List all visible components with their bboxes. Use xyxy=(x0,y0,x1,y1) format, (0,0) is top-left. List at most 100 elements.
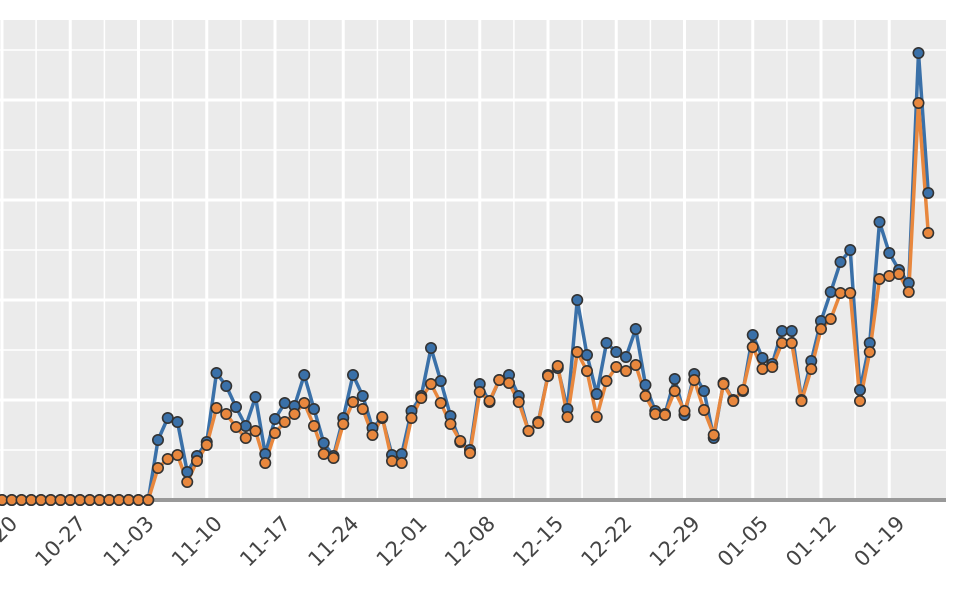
series-2-point xyxy=(834,286,847,299)
series-1-point xyxy=(230,400,243,413)
series-1-point xyxy=(278,396,291,409)
series-2-point xyxy=(25,493,38,506)
series-2-point xyxy=(883,269,896,282)
series-2-point xyxy=(259,456,272,469)
series-2-point xyxy=(15,493,28,506)
series-2-point xyxy=(395,456,408,469)
series-2-point xyxy=(230,420,243,433)
series-2-point xyxy=(775,336,788,349)
series-2-point xyxy=(805,362,818,375)
series-2-point xyxy=(863,345,876,358)
series-2-point xyxy=(171,448,184,461)
series-2-point xyxy=(385,454,398,467)
series-2-point xyxy=(161,452,174,465)
series-2-point xyxy=(191,454,204,467)
series-2-point xyxy=(922,227,935,240)
series-1-point xyxy=(922,187,935,200)
series-2-point xyxy=(619,364,632,377)
series-2-point xyxy=(200,438,213,451)
series-2-point xyxy=(688,373,701,386)
series-2-point xyxy=(512,395,525,408)
series-2-point xyxy=(424,377,437,390)
series-1-point xyxy=(873,216,886,229)
series-2-point xyxy=(415,391,428,404)
series-2-point xyxy=(44,493,57,506)
series-1-point xyxy=(239,419,252,432)
series-2-point xyxy=(912,97,925,110)
series-1-point xyxy=(775,324,788,337)
series-2-point xyxy=(307,419,320,432)
series-2-point xyxy=(483,394,496,407)
series-2-point xyxy=(220,407,233,420)
series-1-point xyxy=(697,384,710,397)
series-2-point xyxy=(853,394,866,407)
series-2-point xyxy=(298,396,311,409)
series-2-point xyxy=(5,493,18,506)
grid-major xyxy=(0,20,946,502)
series-2-point xyxy=(454,434,467,447)
series-2-point xyxy=(590,410,603,423)
series-1-point xyxy=(220,379,233,392)
series-2-point xyxy=(717,377,730,390)
series-2-point xyxy=(327,451,340,464)
series-1-point xyxy=(600,336,613,349)
x-tick-label: 12-22 xyxy=(576,511,636,571)
series-2-point xyxy=(83,493,96,506)
series-1-point xyxy=(756,351,769,364)
series-1-point xyxy=(317,436,330,449)
series-2-point xyxy=(249,424,262,437)
series-2-point xyxy=(405,411,418,424)
series-2-point xyxy=(824,312,837,325)
series-2-point xyxy=(473,385,486,398)
x-tick-label: 11-24 xyxy=(303,511,363,571)
series-1-point xyxy=(346,368,359,381)
series-2-point xyxy=(678,404,691,417)
series-2-point xyxy=(902,285,915,298)
series-2-point xyxy=(639,389,652,402)
series-2-point xyxy=(142,493,155,506)
series-2-point xyxy=(561,410,574,423)
series-2-point xyxy=(892,267,905,280)
series-2-point xyxy=(707,428,720,441)
series-2-point xyxy=(463,446,476,459)
series-1-point xyxy=(824,285,837,298)
series-2-point xyxy=(522,424,535,437)
series-1-point xyxy=(571,293,584,306)
x-tick-label: 12-08 xyxy=(440,511,500,571)
series-2-point xyxy=(629,358,642,371)
series-2-point xyxy=(278,415,291,428)
series-2-point xyxy=(658,408,671,421)
series-2-point xyxy=(152,461,165,474)
series-2-point xyxy=(337,417,350,430)
series-1-point xyxy=(883,247,896,260)
series-2-point xyxy=(795,394,808,407)
x-tick-label: 12-15 xyxy=(508,511,568,571)
series-2-point xyxy=(210,401,223,414)
series-2-point xyxy=(64,493,77,506)
series-2-point xyxy=(113,493,126,506)
series-1-point xyxy=(298,368,311,381)
series-2-point xyxy=(103,493,116,506)
series-2-point xyxy=(668,384,681,397)
series-2-point xyxy=(814,322,827,335)
series-1-point xyxy=(580,348,593,361)
series-1-point xyxy=(307,402,320,415)
series-points xyxy=(0,46,935,506)
series-2-point xyxy=(444,417,457,430)
series-1-point xyxy=(668,372,681,385)
series-2-point xyxy=(376,410,389,423)
series-1-point xyxy=(181,465,194,478)
series-2-point xyxy=(366,428,379,441)
series-2-point xyxy=(571,345,584,358)
series-2-point xyxy=(239,431,252,444)
series-1-point xyxy=(356,389,369,402)
x-tick-labels: 10-20 10-27 11-03 11-10 11-17 11-24 12-01 12-08… xyxy=(0,511,910,571)
x-tick-label: 12-29 xyxy=(645,511,705,571)
series-2-point xyxy=(766,360,779,373)
series-2-point xyxy=(697,403,710,416)
series-2-point xyxy=(54,493,67,506)
series-2-point xyxy=(873,272,886,285)
series-1-point xyxy=(639,378,652,391)
series-2-point xyxy=(600,374,613,387)
